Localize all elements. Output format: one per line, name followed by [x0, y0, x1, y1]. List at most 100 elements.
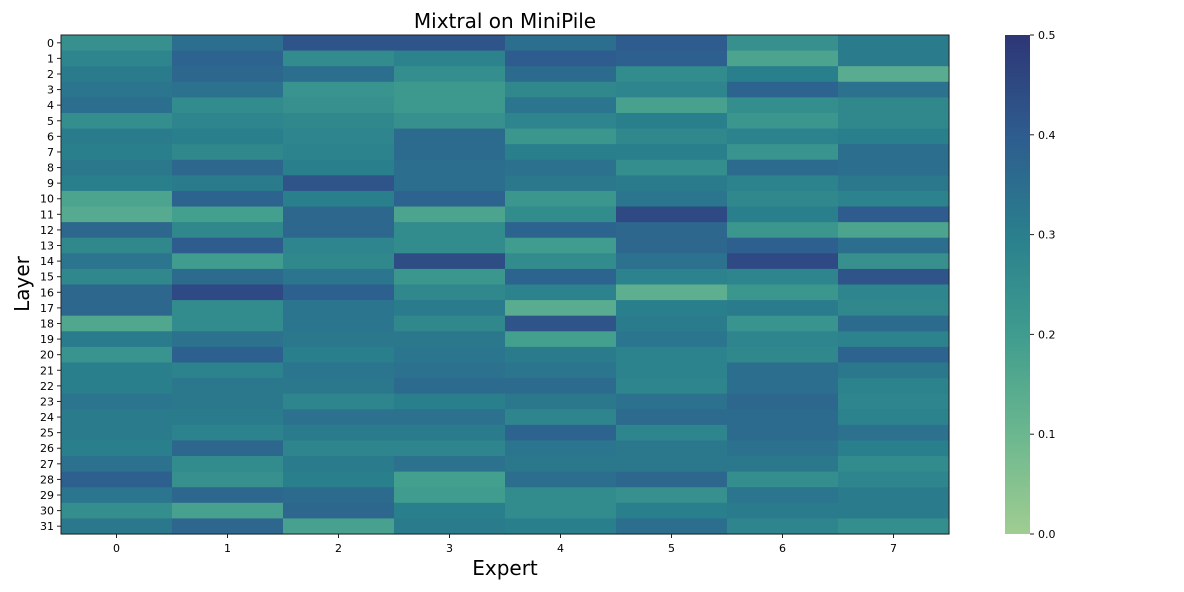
heatmap-cell — [394, 409, 506, 426]
heatmap-cell — [838, 502, 950, 519]
y-tick-label: 7 — [47, 146, 54, 159]
chart-title: Mixtral on MiniPile — [414, 9, 596, 33]
heatmap-cell — [838, 471, 950, 488]
heatmap-cell — [172, 440, 284, 457]
heatmap-cell — [394, 268, 506, 286]
heatmap-cell — [394, 440, 506, 457]
heatmap-cell — [172, 471, 284, 488]
colorbar-ticks: 0.0 0.1 0.2 0.3 0.4 0.5 — [1030, 29, 1056, 541]
heatmap-cell — [61, 112, 173, 130]
heatmap-cell — [838, 175, 950, 192]
heatmap-cell — [172, 144, 284, 161]
heatmap-cell — [505, 331, 617, 348]
heatmap-cell — [838, 112, 950, 130]
heatmap-cell — [283, 331, 395, 348]
heatmap-cell — [727, 502, 839, 519]
heatmap-cell — [172, 66, 284, 83]
heatmap-cell — [505, 159, 617, 176]
x-tick-label: 6 — [779, 542, 786, 555]
heatmap-cell — [505, 424, 617, 442]
plot-frame — [60, 34, 950, 535]
heatmap-cell — [616, 393, 728, 410]
heatmap-cell — [505, 315, 617, 332]
y-tick-label: 19 — [40, 333, 54, 346]
heatmap-cell — [283, 502, 395, 519]
heatmap-cell — [394, 424, 506, 442]
heatmap-cell — [172, 284, 284, 301]
heatmap-cell — [838, 378, 950, 395]
heatmap-cell — [394, 206, 506, 223]
heatmap-cell — [283, 378, 395, 395]
y-tick-label: 24 — [40, 411, 54, 424]
heatmap-cell — [727, 424, 839, 442]
heatmap-cell — [61, 144, 173, 161]
heatmap-cell — [616, 346, 728, 364]
heatmap-cell — [172, 409, 284, 426]
heatmap-cell — [505, 471, 617, 488]
heatmap-cell — [616, 128, 728, 145]
heatmap-cell — [838, 190, 950, 208]
heatmap-cell — [394, 190, 506, 208]
heatmap-cell — [61, 471, 173, 488]
heatmap-cell — [838, 81, 950, 98]
heatmap-cell — [616, 331, 728, 348]
heatmap-cell — [61, 206, 173, 223]
heatmap-cell — [505, 440, 617, 457]
heatmap-cell — [616, 144, 728, 161]
heatmap-cell — [727, 362, 839, 379]
heatmap-cell — [283, 128, 395, 145]
heatmap-cell — [505, 81, 617, 98]
heatmap-cell — [838, 346, 950, 364]
heatmap-cell — [283, 159, 395, 176]
heatmap-cell — [394, 456, 506, 473]
heatmap-cell — [838, 456, 950, 473]
heatmap-cell — [727, 97, 839, 114]
y-tick-label: 4 — [47, 99, 54, 112]
heatmap-cell — [838, 268, 950, 286]
heatmap-cell — [394, 175, 506, 192]
heatmap-cell — [283, 253, 395, 270]
heatmap-cell — [727, 300, 839, 317]
heatmap-cell — [838, 222, 950, 239]
heatmap-cell — [283, 471, 395, 488]
heatmap-cell — [838, 409, 950, 426]
heatmap-cell — [394, 50, 506, 67]
heatmap-cell — [61, 518, 173, 535]
heatmap-cell — [283, 487, 395, 504]
heatmap-cell — [838, 97, 950, 114]
heatmap-cell — [505, 222, 617, 239]
heatmap-cell — [505, 456, 617, 473]
heatmap-cell — [172, 97, 284, 114]
heatmap-cell — [727, 66, 839, 83]
heatmap-cell — [394, 97, 506, 114]
heatmap-cell — [616, 315, 728, 332]
heatmap-cell — [727, 268, 839, 286]
y-tick-label: 27 — [40, 458, 54, 471]
heatmap-cell — [505, 487, 617, 504]
heatmap-cell — [61, 409, 173, 426]
heatmap-cell — [838, 284, 950, 301]
heatmap-cell — [394, 159, 506, 176]
heatmap-cell — [727, 206, 839, 223]
heatmap-cell — [616, 518, 728, 535]
y-tick-label: 3 — [47, 84, 54, 97]
heatmap-cell — [283, 190, 395, 208]
heatmap-cell — [61, 190, 173, 208]
heatmap-cell — [172, 206, 284, 223]
heatmap-cell — [61, 222, 173, 239]
heatmap-cell — [283, 175, 395, 192]
x-tick-label: 2 — [335, 542, 342, 555]
heatmap-cell — [616, 35, 728, 52]
heatmap-cell — [505, 50, 617, 67]
heatmap-cell — [838, 331, 950, 348]
heatmap-cell — [727, 253, 839, 270]
heatmap-cell — [283, 284, 395, 301]
heatmap-cell — [505, 35, 617, 52]
heatmap-cell — [172, 487, 284, 504]
y-tick-label: 8 — [47, 162, 54, 175]
heatmap-cell — [727, 456, 839, 473]
heatmap-cell — [61, 456, 173, 473]
heatmap-cell — [838, 300, 950, 317]
y-tick-label: 17 — [40, 302, 54, 315]
heatmap-cell — [283, 362, 395, 379]
